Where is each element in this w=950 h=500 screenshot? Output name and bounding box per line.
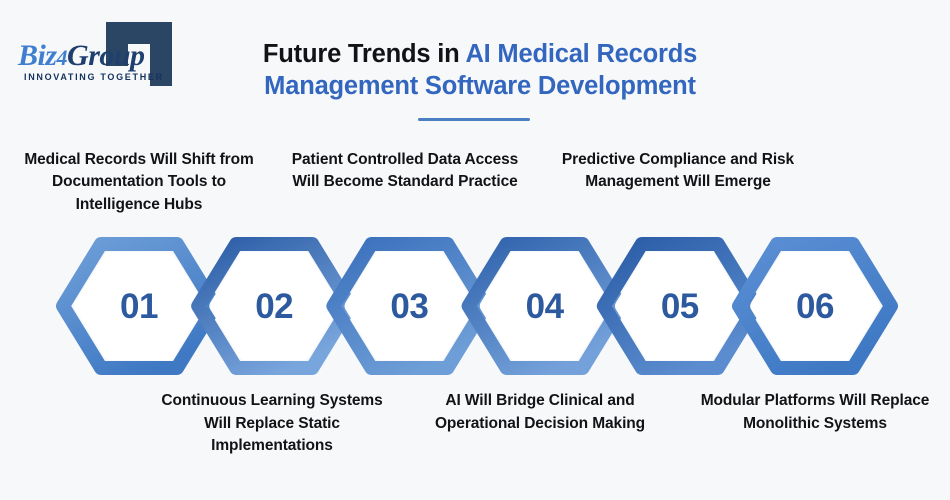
- step-number: 03: [390, 287, 428, 326]
- logo-word-biz: Biz: [18, 39, 57, 72]
- step-label-02: Continuous Learning Systems Will Replace…: [161, 392, 383, 454]
- logo-word-four: 4: [56, 45, 68, 70]
- step-label-05: Predictive Compliance and Risk Managemen…: [561, 150, 795, 191]
- brand-logo: Biz4Group INNOVATING TOGETHER: [18, 18, 188, 90]
- hexagon-outline: [732, 237, 898, 375]
- hexagon-step-06[interactable]: 06: [732, 237, 898, 375]
- step-label-03: Patient Controlled Data Access Will Beco…: [291, 150, 519, 191]
- hexagon-fill: [750, 251, 880, 361]
- hexagon-step-05[interactable]: 05: [596, 237, 763, 375]
- page-title: Future Trends in AI Medical Records Mana…: [195, 38, 765, 121]
- step-label-01: Medical Records Will Shift from Document…: [24, 150, 254, 213]
- logo-tagline: INNOVATING TOGETHER: [24, 72, 164, 82]
- logo-bracket-icon: [106, 22, 172, 86]
- step-label-04: AI Will Bridge Clinical and Operational …: [434, 392, 646, 432]
- logo-wordmark: Biz4Group: [18, 39, 145, 72]
- page-title-text: Future Trends in AI Medical Records Mana…: [195, 38, 765, 102]
- step-label-06: Modular Platforms Will Replace Monolithi…: [700, 392, 930, 432]
- step-number: 06: [796, 287, 834, 326]
- title-divider: [418, 118, 530, 121]
- page-title-lead: Future Trends in: [262, 40, 466, 68]
- step-number: 04: [526, 287, 565, 326]
- step-number: 05: [661, 287, 699, 326]
- step-number: 01: [120, 287, 158, 326]
- step-number: 02: [255, 287, 293, 326]
- logo-word-group: Group: [67, 39, 145, 72]
- page-title-accent: AI Medical Records Management Software D…: [264, 40, 698, 100]
- hexagon-step-02[interactable]: 02: [191, 237, 358, 375]
- hexagon-step-chain: 01 02 03 04 05 06: [56, 237, 898, 375]
